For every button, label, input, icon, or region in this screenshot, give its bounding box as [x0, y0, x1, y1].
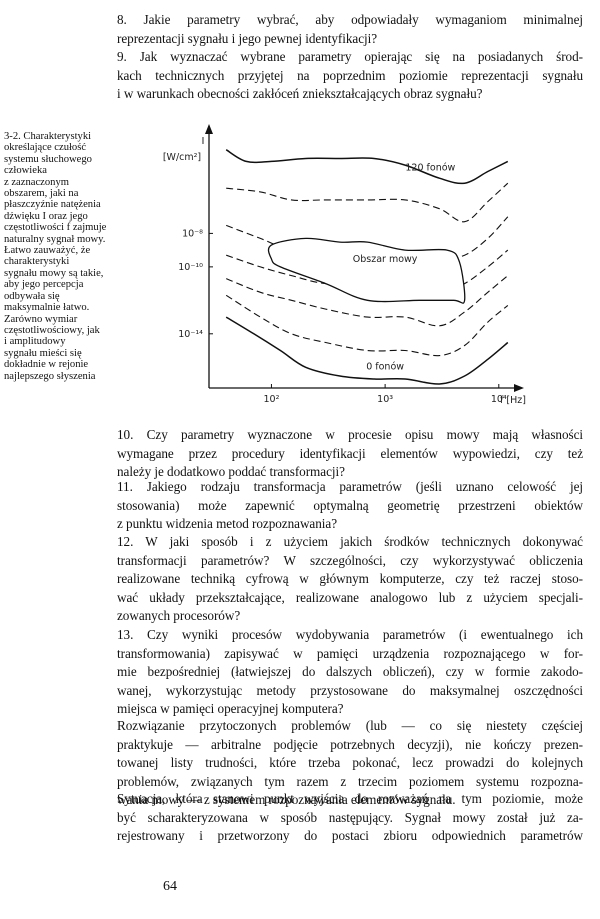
x-tick-label: 10⁴ — [491, 394, 507, 405]
series-line-0 — [225, 149, 509, 185]
text-line: rejestrowany i przetworzony do postaci z… — [117, 828, 583, 844]
text-line: 10. Czy parametry wyznaczone w procesie … — [117, 427, 583, 442]
caption-line: częstotliwościowy, jak — [4, 324, 100, 336]
series-label-120-phon: 120 fonów — [405, 162, 455, 173]
x-tick-label: 10² — [263, 394, 279, 405]
text-line: problemów, związanych tym razem z trzeci… — [117, 773, 583, 789]
x-axis-label: f [Hz] — [500, 395, 526, 406]
y-axis-arrow — [205, 124, 213, 134]
text-line: 11. Jakiego rodzaju transformacja parame… — [117, 479, 583, 494]
paragraph-q13: 13. Czy wyniki procesów wydobywania para… — [117, 626, 583, 719]
series-line-6 — [225, 316, 509, 385]
caption-line: 3-2. Charakterystyki — [4, 131, 92, 142]
text-line: Sytuacja, która stanowi punkt wyjścia do… — [117, 791, 583, 806]
caption-line: maksymalnie łatwo. — [4, 302, 90, 314]
caption-line: charakterystyki — [4, 256, 70, 268]
text-line: wać układy przekształcające, realizowane… — [117, 589, 583, 605]
y-axis-unit: [W/cm²] — [163, 152, 201, 163]
caption-line: dźwięku I oraz jego — [4, 210, 88, 222]
text-line: miejsca w pamięci operacyjnej komputera? — [117, 701, 344, 717]
text-line: praktykuje — arbitralne podjęcie potrzeb… — [117, 736, 583, 752]
caption-line: obszarem, jaki na — [4, 188, 79, 200]
caption-line: i amplitudowy — [4, 336, 66, 348]
caption-line: płaszczyźnie natężenia — [4, 199, 101, 211]
caption-line: Łatwo zauważyć, że — [4, 245, 91, 257]
text-line: transformowania) zapisywać w pamięci urz… — [117, 645, 583, 661]
text-line: realizowane techniką cyfrową w głównym k… — [117, 571, 583, 587]
text-line: towanej listy trudności, które trzeba po… — [117, 755, 583, 771]
caption-line: sygnału mowy są takie, — [4, 267, 104, 279]
series-line-5 — [225, 294, 509, 357]
y-axis-label: I — [202, 136, 205, 147]
caption-line: naturalny sygnał mowy. — [4, 233, 106, 245]
speech-region — [267, 237, 466, 304]
speech-region-label: Obszar mowy — [353, 254, 418, 265]
text-line: 13. Czy wyniki procesów wydobywania para… — [117, 627, 583, 642]
text-line: należy je dodatkowo poddać transformacji… — [117, 464, 345, 480]
text-line: Rozwiązanie przytoczonych problemów (lub… — [117, 718, 583, 733]
text-line: mie bezpośredniej (łatwiejszej do dalszy… — [117, 664, 583, 680]
text-line: kach technicznych przyjętej na poprzedni… — [117, 67, 583, 83]
series-label-0-phon: 0 fonów — [366, 361, 404, 372]
text-line: wania mowy — z systemem rozpoznawania el… — [117, 792, 456, 808]
text-line: 12. W jaki sposób i z użyciem jakich śro… — [117, 534, 583, 549]
y-tick-label: 10⁻⁸ — [182, 228, 203, 239]
paragraph-q11: 11. Jakiego rodzaju transformacja parame… — [117, 478, 583, 534]
text-line: wanej, wykorzystując metody przystosowan… — [117, 682, 583, 698]
paragraph-p-rozwiazanie: Rozwiązanie przytoczonych problemów (lub… — [117, 717, 583, 810]
series-line-2 — [226, 216, 509, 260]
text-line: transformacji parametrów? W szczególnośc… — [117, 552, 583, 568]
caption-line: systemu słuchowego — [4, 153, 92, 165]
paragraph-q9: 9. Jak wyznaczać wybrane parametry opier… — [117, 48, 583, 104]
text-line: reprezentacji sygnału i jego pewnej iden… — [117, 30, 378, 46]
caption-line: aby jego percepcja — [4, 279, 84, 291]
text-line: zowanych procesorów? — [117, 608, 241, 624]
text-line: 9. Jak wyznaczać wybrane parametry opier… — [117, 49, 583, 64]
y-tick-label: 10⁻¹⁰ — [178, 262, 203, 273]
figure-caption: 3-2. Charakterystyki określające czułość s… — [4, 131, 154, 382]
paragraph-q12: 12. W jaki sposób i z użyciem jakich śro… — [117, 533, 583, 626]
caption-line: z zaznaczonym — [4, 176, 69, 188]
x-axis-arrow — [514, 384, 524, 392]
text-line: stosowania) może zapewnić optymalną geom… — [117, 497, 583, 513]
series-line-3 — [226, 249, 509, 293]
caption-line: określające czułość — [4, 142, 87, 154]
caption-line: częstotliwości f zajmuje — [4, 222, 107, 234]
paragraph-p-sytuacja: Sytuacja, która stanowi punkt wyjścia do… — [117, 790, 583, 846]
series-line-4 — [225, 275, 509, 327]
y-tick-label: 10⁻¹⁴ — [178, 329, 203, 340]
text-line: wymagane przez procedury identyfikacji e… — [117, 445, 583, 461]
text-line: z punktu widzenia metod rozpoznawania? — [117, 516, 338, 532]
caption-line: Zarówno wymiar — [4, 313, 78, 325]
text-line: 8. Jakie parametry wybrać, aby odpowiada… — [117, 12, 583, 27]
caption-line: dokładnie w rejonie — [4, 359, 89, 371]
caption-line: sygnału mieści się — [4, 347, 82, 359]
text-line: i w warunkach obecności zakłóceń znieksz… — [117, 86, 483, 102]
paragraph-q10: 10. Czy parametry wyznaczone w procesie … — [117, 426, 583, 482]
page-number: 64 — [163, 879, 177, 894]
text-line: być scharakteryzowana w sposób następują… — [117, 809, 583, 825]
caption-line: najlepszego słyszenia — [4, 370, 96, 382]
x-tick-label: 10³ — [377, 394, 393, 405]
paragraph-q8: 8. Jakie parametry wybrać, aby odpowiada… — [117, 11, 583, 48]
caption-line: odbywała się — [4, 290, 60, 302]
caption-line: człowieka — [4, 165, 47, 177]
series-line-1 — [226, 182, 509, 223]
